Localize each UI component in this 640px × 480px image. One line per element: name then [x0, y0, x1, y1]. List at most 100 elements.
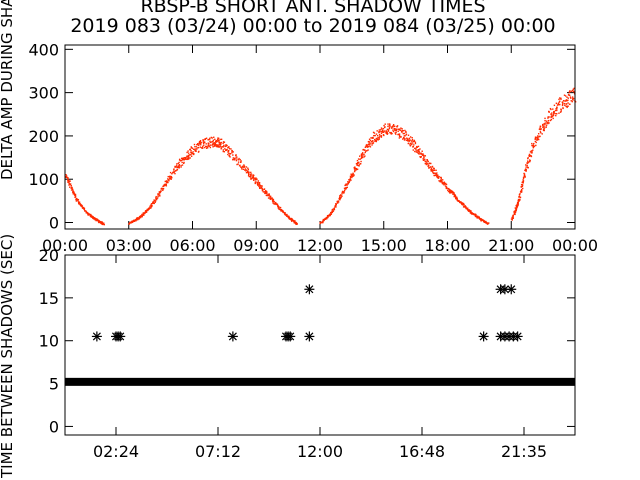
top-data-point: [247, 167, 249, 169]
top-data-point: [213, 136, 215, 138]
top-data-point: [176, 165, 178, 167]
top-data-point: [441, 181, 443, 183]
top-data-point: [387, 130, 390, 132]
top-data-point: [273, 201, 275, 203]
top-data-point: [262, 191, 265, 193]
top-data-point: [165, 185, 168, 187]
top-data-point: [540, 132, 542, 134]
top-data-point: [258, 184, 260, 186]
top-data-point: [144, 211, 147, 213]
top-data-point: [217, 144, 219, 146]
top-data-point: [550, 113, 552, 115]
top-data-point: [427, 165, 429, 168]
top-data-point: [209, 140, 211, 142]
top-data-point: [226, 148, 228, 151]
top-data-point: [455, 196, 458, 199]
top-data-point: [261, 188, 264, 191]
top-data-point: [92, 216, 94, 219]
top-data-point: [366, 150, 368, 152]
top-data-point: [183, 161, 185, 164]
top-data-point: [210, 136, 213, 139]
top-data-point: [83, 207, 85, 210]
top-data-point: [454, 195, 457, 198]
top-data-point: [293, 221, 295, 224]
top-data-point: [382, 131, 384, 133]
top-data-point: [572, 98, 574, 100]
top-data-point: [258, 183, 260, 185]
top-data-point: [386, 132, 389, 135]
top-data-point: [364, 151, 366, 154]
top-data-point: [433, 169, 436, 172]
top-data-point: [487, 222, 489, 224]
top-data-point: [361, 155, 363, 157]
top-data-point: [225, 145, 227, 147]
top-data-point: [215, 139, 218, 142]
top-data-point: [336, 202, 339, 204]
top-data-point: [422, 158, 424, 160]
top-data-point: [412, 140, 415, 143]
top-data-point: [360, 160, 362, 163]
top-data-point: [432, 171, 434, 174]
top-data-point: [569, 103, 571, 106]
top-data-point: [530, 152, 533, 154]
top-data-point: [480, 219, 483, 221]
top-data-point: [186, 151, 188, 154]
top-data-point: [278, 206, 280, 208]
top-data-point: [367, 149, 369, 151]
top-data-point: [566, 100, 568, 102]
top-data-point: [537, 133, 540, 135]
top-data-point: [274, 203, 277, 205]
top-data-point: [235, 159, 238, 162]
bottom-x-tick-label: 21:35: [501, 442, 547, 461]
top-data-point: [88, 213, 90, 215]
top-data-point: [473, 213, 475, 215]
top-data-point: [539, 127, 541, 129]
top-data-point: [397, 130, 399, 133]
top-data-point: [177, 162, 179, 165]
top-data-point: [555, 112, 557, 115]
top-data-point: [204, 146, 206, 149]
bottom-y-axis-label: TIME BETWEEN SHADOWS (SEC): [0, 234, 16, 479]
top-data-point: [243, 165, 246, 167]
top-data-point: [68, 182, 70, 184]
top-data-point: [77, 202, 80, 204]
top-data-point: [148, 207, 151, 209]
top-data-point: [516, 204, 519, 206]
top-data-point: [433, 174, 435, 177]
bottom-plot-frame: [64, 254, 576, 436]
top-data-point: [458, 200, 460, 202]
top-data-point: [214, 140, 217, 143]
top-data-point: [391, 126, 393, 128]
top-data-point: [190, 155, 193, 157]
top-data-point: [190, 153, 192, 156]
top-data-point: [181, 164, 184, 166]
top-data-point: [218, 141, 220, 144]
top-data-point: [177, 166, 179, 168]
top-data-point: [403, 135, 405, 137]
top-data-point: [533, 145, 536, 147]
top-data-point: [449, 192, 451, 194]
top-data-point: [75, 198, 77, 201]
top-data-point: [561, 103, 564, 106]
top-data-point: [270, 197, 272, 200]
top-data-point: [428, 167, 430, 169]
top-data-point: [483, 220, 485, 222]
top-data-point: [419, 153, 421, 155]
top-data-point: [556, 104, 559, 106]
top-data-point: [202, 145, 204, 148]
top-data-point: [358, 161, 360, 164]
top-y-tick-label: 200: [28, 127, 59, 146]
top-data-point: [258, 182, 261, 184]
top-data-point: [547, 117, 549, 119]
top-data-point: [388, 123, 391, 125]
bottom-x-tick-label: 12:00: [297, 442, 343, 461]
top-data-point: [444, 185, 447, 187]
top-data-point: [407, 142, 409, 145]
top-data-point: [232, 151, 234, 153]
top-data-point: [535, 141, 537, 144]
top-data-point: [66, 176, 68, 179]
top-data-point: [463, 206, 465, 208]
top-data-point: [103, 223, 105, 226]
top-data-point: [378, 129, 381, 131]
top-data-point: [209, 137, 211, 139]
